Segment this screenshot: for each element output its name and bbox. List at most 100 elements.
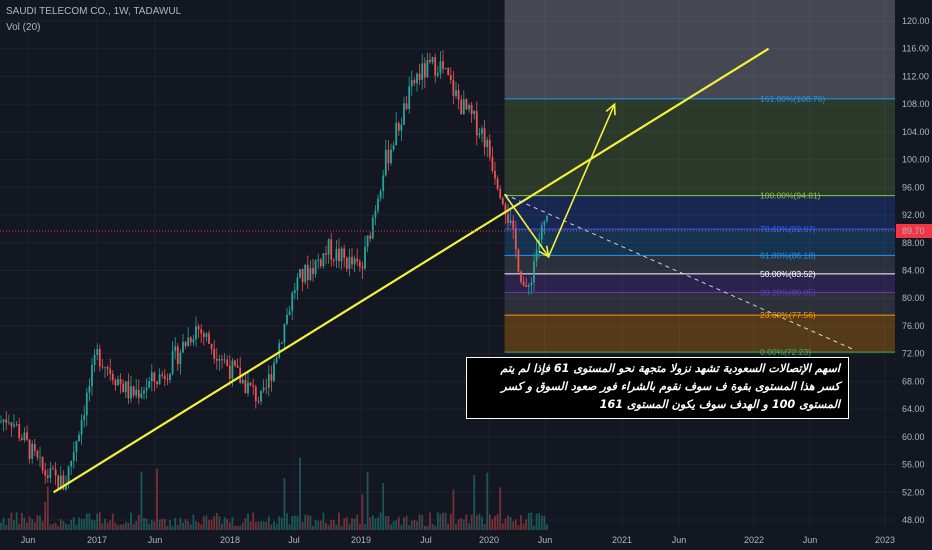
volume-bar bbox=[221, 523, 223, 530]
candle-body bbox=[327, 239, 330, 255]
candle-body bbox=[52, 468, 54, 470]
volume-bar bbox=[397, 516, 400, 530]
candle-body bbox=[527, 285, 530, 288]
candle-body bbox=[275, 357, 278, 363]
fib-level-label: 0.00%(72.23) bbox=[760, 347, 811, 357]
volume-bar bbox=[514, 519, 517, 530]
candle-body bbox=[343, 248, 346, 258]
candle-body bbox=[442, 61, 444, 69]
candle-body bbox=[460, 99, 463, 115]
candle-body bbox=[291, 292, 294, 312]
candle-body bbox=[111, 373, 114, 381]
volume-bar bbox=[20, 513, 23, 530]
candle-body bbox=[101, 366, 104, 368]
time-tick-label: 2023 bbox=[875, 535, 895, 545]
candle-body bbox=[265, 387, 268, 389]
candle-body bbox=[431, 57, 434, 62]
volume-bar bbox=[364, 524, 366, 530]
candle-body bbox=[158, 374, 161, 385]
candle-body bbox=[384, 149, 387, 176]
candle-body bbox=[546, 215, 548, 221]
candle-body bbox=[49, 468, 52, 478]
candle-body bbox=[10, 422, 13, 427]
volume-bar bbox=[286, 513, 288, 530]
price-tick-label: 88.00 bbox=[902, 238, 925, 248]
volume-bar bbox=[267, 516, 270, 530]
volume-bar bbox=[137, 514, 140, 530]
analysis-note[interactable]: اسهم الإتصالات السعودية تشهد نزولا متجهة… bbox=[466, 357, 849, 419]
volume-bar bbox=[260, 521, 262, 530]
candle-body bbox=[286, 314, 288, 324]
price-tick-label: 108.00 bbox=[902, 99, 930, 109]
candle-body bbox=[195, 326, 197, 340]
volume-bar bbox=[356, 514, 359, 530]
volume-bar bbox=[296, 515, 299, 530]
volume-bar bbox=[241, 522, 244, 530]
volume-bar bbox=[392, 521, 395, 530]
candle-body bbox=[75, 441, 78, 453]
volume-bar bbox=[33, 522, 36, 530]
volume-bar bbox=[429, 512, 431, 530]
candle-body bbox=[145, 387, 148, 391]
candle-body bbox=[200, 329, 203, 334]
candle-body bbox=[296, 277, 299, 291]
time-tick-label: Jun bbox=[803, 535, 818, 545]
volume-bar bbox=[540, 515, 543, 530]
volume-bars bbox=[0, 457, 548, 530]
volume-bar bbox=[309, 515, 312, 530]
candle-body bbox=[356, 258, 359, 262]
candle-body bbox=[44, 470, 47, 476]
price-tick-label: 84.00 bbox=[902, 266, 925, 276]
volume-bar bbox=[67, 524, 70, 530]
volume-bar bbox=[335, 524, 338, 530]
candle-body bbox=[231, 360, 234, 379]
candle-body bbox=[345, 257, 348, 269]
candle-body bbox=[241, 379, 244, 384]
candle-body bbox=[429, 60, 431, 62]
candle-body bbox=[54, 469, 57, 476]
price-tick-label: 116.00 bbox=[902, 44, 929, 54]
candle-body bbox=[7, 422, 10, 424]
volume-bar bbox=[538, 513, 541, 530]
candle-body bbox=[122, 383, 125, 393]
volume-bar bbox=[88, 513, 91, 530]
symbol-title: SAUDI TELECOM CO., 1W, TADAWUL bbox=[6, 6, 182, 17]
candle-body bbox=[332, 259, 335, 261]
candle-body bbox=[156, 381, 158, 385]
candle-body bbox=[397, 123, 400, 131]
volume-bar bbox=[468, 523, 470, 530]
volume-bar bbox=[202, 516, 205, 530]
fib-zone-top bbox=[504, 0, 895, 99]
candle-body bbox=[140, 393, 143, 398]
volume-bar bbox=[512, 521, 515, 530]
volume-bar bbox=[119, 524, 122, 530]
candle-body bbox=[226, 359, 229, 366]
volume-bar bbox=[283, 478, 286, 530]
volume-bar bbox=[15, 512, 18, 530]
fibonacci-retracement[interactable]: 0.00%(72.23) 23.60%(77.56) 38.20%(80.85) 50… bbox=[504, 0, 895, 357]
candle-body bbox=[192, 339, 195, 343]
drawings[interactable] bbox=[0, 47, 895, 494]
price-tick-label: 92.00 bbox=[902, 210, 925, 220]
volume-bar bbox=[26, 522, 28, 530]
candle-body bbox=[254, 386, 257, 402]
time-tick-label: Jun bbox=[21, 535, 36, 545]
volume-bar bbox=[36, 515, 39, 530]
candle-body bbox=[143, 390, 145, 394]
candle-body bbox=[434, 57, 437, 76]
volume-bar bbox=[145, 518, 148, 530]
candle-body bbox=[213, 348, 216, 359]
volume-bar bbox=[273, 520, 275, 530]
volume-bar bbox=[5, 524, 8, 530]
volume-bar bbox=[486, 472, 489, 530]
candle-body bbox=[452, 80, 455, 96]
volume-bar bbox=[98, 512, 101, 530]
candle-body bbox=[288, 311, 291, 315]
volume-bar bbox=[231, 517, 234, 530]
candle-body bbox=[465, 99, 468, 110]
volume-bar bbox=[158, 519, 161, 530]
volume-bar bbox=[247, 513, 249, 530]
candle-body bbox=[57, 475, 60, 489]
